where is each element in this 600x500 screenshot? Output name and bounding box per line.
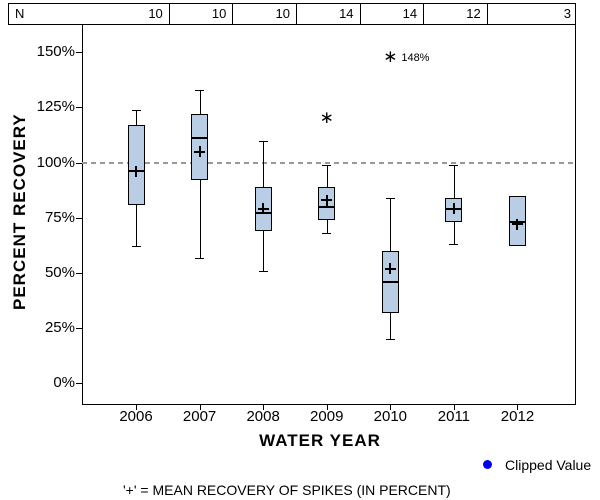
x-tick — [453, 405, 455, 410]
y-tick — [76, 52, 82, 54]
y-tick-label: 0% — [53, 374, 75, 392]
mean-plus-marker — [325, 194, 328, 206]
y-tick — [76, 328, 82, 330]
x-tick — [263, 405, 265, 410]
y-tick — [76, 383, 82, 385]
lower-whisker-cap — [131, 246, 141, 248]
upper-whisker-cap — [131, 109, 141, 111]
n-count-cell: 14 — [359, 4, 424, 24]
upper-whisker — [199, 89, 201, 115]
outlier-value-label: 148% — [401, 51, 430, 64]
upper-whisker — [390, 197, 392, 251]
mean-plus-marker — [198, 146, 201, 158]
y-tick-label: 75% — [44, 208, 75, 226]
y-axis-title: PERCENT RECOVERY — [10, 113, 29, 310]
n-table-header: N — [15, 6, 25, 21]
upper-whisker-cap — [449, 164, 459, 166]
y-tick-label: 50% — [44, 263, 75, 281]
n-count-table: N 10 10 10 14 14 12 3 — [8, 3, 576, 25]
x-tick-label: 2006 — [119, 408, 153, 425]
lower-whisker — [453, 222, 455, 245]
upper-whisker-cap — [258, 140, 268, 142]
n-count-cell: 10 — [168, 4, 233, 24]
lower-whisker — [326, 220, 328, 234]
median-line — [318, 205, 335, 208]
mean-plus-marker — [389, 263, 392, 275]
x-tick-label: 2009 — [310, 408, 344, 425]
upper-whisker — [453, 164, 455, 198]
mean-plus-marker — [516, 218, 519, 230]
upper-whisker — [326, 164, 328, 187]
n-count-cell: 10 — [148, 6, 163, 21]
y-tick — [76, 217, 82, 219]
upper-whisker — [136, 109, 137, 126]
upper-whisker-cap — [322, 164, 332, 166]
lower-whisker-cap — [449, 244, 459, 246]
lower-whisker-cap — [258, 270, 268, 272]
lower-whisker — [136, 204, 137, 247]
x-tick — [199, 405, 201, 410]
x-tick-label: 2007 — [182, 408, 217, 425]
y-tick-label: 100% — [36, 153, 75, 171]
x-tick — [136, 405, 137, 410]
y-tick-label: 125% — [36, 98, 75, 116]
outlier-asterisk-marker: ∗ — [383, 46, 398, 66]
clipped-value-dot-icon — [483, 460, 492, 469]
upper-whisker-cap — [385, 197, 395, 199]
n-count-cell: 10 — [232, 4, 296, 24]
mean-plus-marker — [452, 203, 455, 215]
outlier-asterisk-marker: ∗ — [319, 108, 334, 128]
x-tick — [326, 405, 328, 410]
lower-whisker — [263, 231, 265, 271]
lower-whisker — [390, 312, 392, 340]
lower-whisker — [199, 180, 201, 258]
x-tick — [390, 405, 392, 410]
x-tick — [517, 405, 519, 410]
n-count-cell: 3 — [486, 4, 577, 24]
box-2006 — [127, 125, 145, 205]
lower-whisker-cap — [322, 233, 332, 235]
y-tick — [76, 162, 82, 164]
lower-whisker-cap — [385, 339, 395, 341]
median-line — [191, 137, 208, 140]
footnote: '+' = MEAN RECOVERY OF SPIKES (IN PERCEN… — [123, 482, 451, 498]
upper-whisker-cap — [195, 89, 205, 91]
plot-area — [82, 25, 576, 405]
reference-line-100pct — [82, 161, 576, 164]
median-line — [382, 280, 399, 283]
mean-plus-marker — [262, 203, 265, 215]
x-tick-label: 2011 — [437, 408, 471, 425]
upper-whisker — [263, 140, 265, 187]
mean-plus-marker — [135, 165, 137, 177]
n-count-cell: 14 — [295, 4, 360, 24]
x-tick-label: 2008 — [246, 408, 280, 425]
x-axis-title: WATER YEAR — [259, 431, 381, 450]
y-tick-label: 150% — [36, 43, 75, 61]
n-count-cell: 12 — [423, 4, 487, 24]
legend-label: Clipped Value — [505, 457, 592, 473]
x-tick-label: 2010 — [373, 408, 408, 425]
lower-whisker-cap — [195, 257, 205, 259]
y-tick — [76, 107, 82, 109]
y-tick — [76, 272, 82, 274]
x-tick-label: 2012 — [500, 408, 535, 425]
y-tick-label: 25% — [44, 319, 75, 337]
